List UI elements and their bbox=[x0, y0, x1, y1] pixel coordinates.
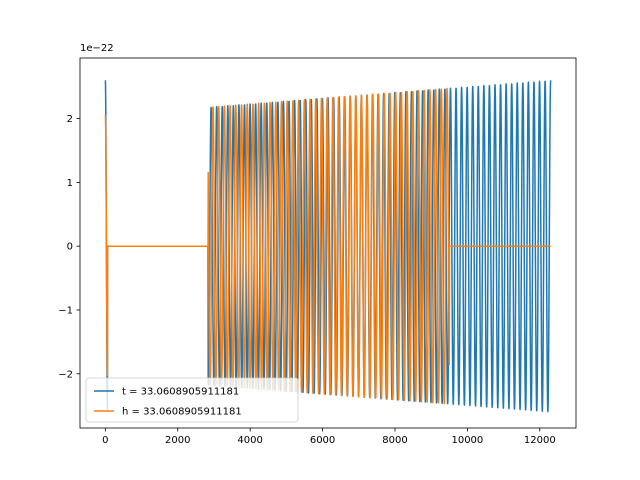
y-tick-label: −2 bbox=[58, 369, 73, 380]
legend-box bbox=[85, 377, 299, 423]
plot-frame bbox=[79, 57, 577, 429]
x-tick-label: 6000 bbox=[310, 435, 335, 446]
x-axis: 0 2000 4000 6000 8000 10000 12000 bbox=[102, 428, 556, 446]
y-offset-label: 1e−22 bbox=[80, 43, 114, 54]
x-tick-label: 12000 bbox=[524, 435, 556, 446]
y-tick-label: 2 bbox=[67, 114, 73, 125]
y-axis: −2 −1 0 1 2 bbox=[58, 114, 80, 380]
legend-label: t = 33.0608905911181 bbox=[122, 387, 239, 398]
x-tick-label: 0 bbox=[102, 435, 108, 446]
series-line-h bbox=[104, 87, 552, 405]
x-tick-label: 10000 bbox=[451, 435, 483, 446]
series-layer bbox=[104, 80, 552, 413]
legend: t = 33.0608905911181 h = 33.0608905911181 bbox=[85, 377, 299, 423]
legend-label: h = 33.0608905911181 bbox=[122, 407, 242, 418]
y-tick-label: 1 bbox=[67, 178, 73, 189]
x-tick-label: 2000 bbox=[165, 435, 190, 446]
x-tick-label: 8000 bbox=[382, 435, 407, 446]
y-tick-label: 0 bbox=[67, 242, 73, 253]
x-tick-label: 4000 bbox=[237, 435, 262, 446]
y-tick-label: −1 bbox=[58, 305, 73, 316]
